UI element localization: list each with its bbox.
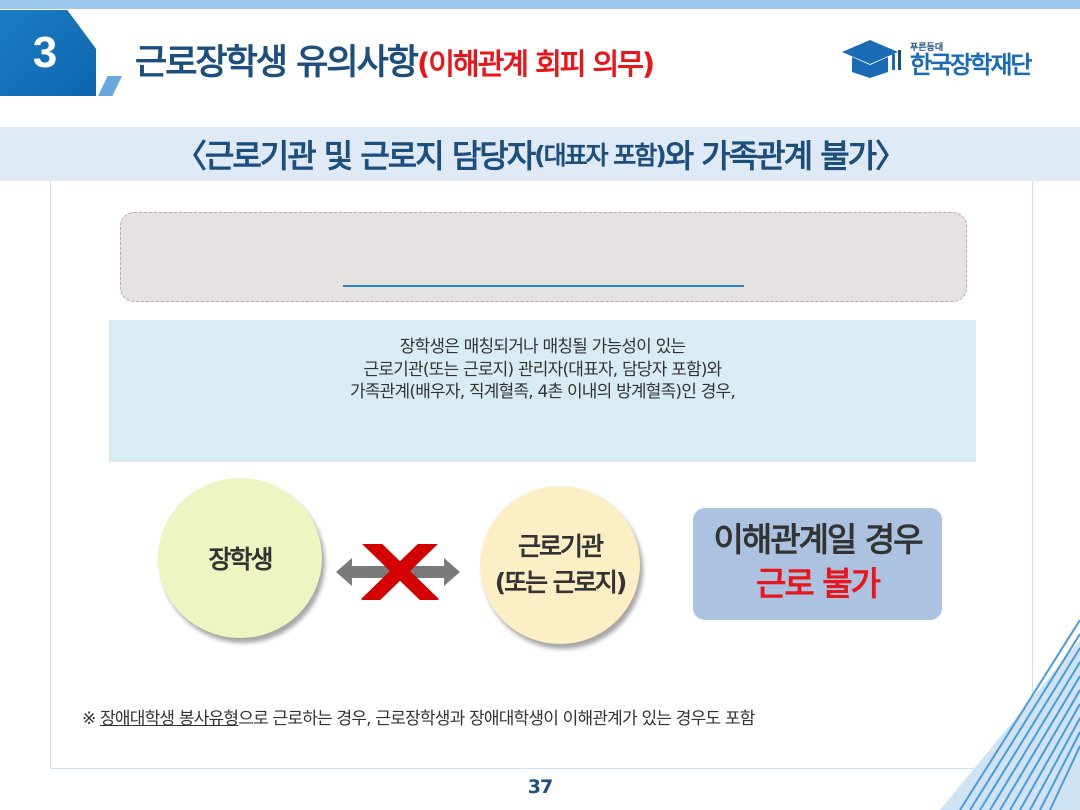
bracket-close: 〉 bbox=[875, 137, 907, 175]
workplace-label: 근로기관 bbox=[517, 532, 604, 561]
workplace-sublabel: (또는 근로지) bbox=[494, 568, 628, 597]
result-condition: 이해관계일 경우 bbox=[713, 520, 923, 559]
top-bar bbox=[0, 0, 1080, 9]
section-number: 3 bbox=[32, 28, 58, 77]
info-box: 장학생은 매칭되거나 매칭될 가능성이 있는 근로기관(또는 근로지) 관리자(… bbox=[109, 320, 976, 462]
blocked-arrow-icon bbox=[336, 544, 460, 600]
student-label: 장학생 bbox=[208, 545, 273, 574]
decorative-triangle bbox=[98, 76, 122, 96]
blank-line bbox=[343, 285, 744, 287]
note-mark: ※ bbox=[82, 709, 101, 729]
workplace-circle: 근로기관 (또는 근로지) bbox=[480, 486, 640, 644]
subtitle-small: (대표자 포함) bbox=[534, 141, 667, 170]
page-number: 37 bbox=[527, 776, 553, 798]
x-mark-icon bbox=[361, 544, 439, 600]
note-text: 으로 근로하는 경우, 근로장학생과 장애대학생이 이해관계가 있는 경우도 포… bbox=[238, 709, 755, 729]
result-verdict: 근로 불가 bbox=[756, 564, 881, 603]
subtitle-part: 와 가족관계 불가 bbox=[664, 137, 877, 175]
student-circle: 장학생 bbox=[158, 478, 322, 638]
footnote: ※ 장애대학생 봉사유형으로 근로하는 경우, 근로장학생과 장애대학생이 이해… bbox=[82, 704, 755, 729]
info-line: 가족관계(배우자, 직계혈족, 4촌 이내의 방계혈족)인 경우, bbox=[350, 382, 736, 402]
subtitle-part: 근로기관 및 근로지 담당자 bbox=[204, 137, 536, 175]
subtitle-band: 〈 근로기관 및 근로지 담당자 (대표자 포함) 와 가족관계 불가 〉 bbox=[0, 127, 1080, 181]
content-panel bbox=[50, 181, 1033, 769]
bracket-open: 〈 bbox=[174, 137, 207, 175]
info-line: 장학생은 매칭되거나 매칭될 가능성이 있는 bbox=[399, 337, 686, 357]
decorative-stripes bbox=[940, 620, 1080, 810]
title-main: 근로장학생 유의사항 bbox=[135, 43, 419, 83]
blank-box bbox=[120, 212, 967, 302]
graduation-cap-icon bbox=[842, 40, 901, 78]
logo-text: 한국장학재단 bbox=[910, 50, 1032, 79]
info-line: 근로기관(또는 근로지) 관리자(대표자, 담당자 포함)와 bbox=[363, 359, 723, 380]
title-highlight: (이해관계 회피 의무) bbox=[417, 47, 655, 81]
logo-sub: 푸른등대 bbox=[910, 42, 944, 53]
page-title: 근로장학생 유의사항(이해관계 회피 의무) bbox=[135, 34, 655, 85]
note-underlined: 장애대학생 봉사유형 bbox=[100, 709, 239, 729]
logo: 푸른등대 한국장학재단 bbox=[842, 38, 1032, 79]
